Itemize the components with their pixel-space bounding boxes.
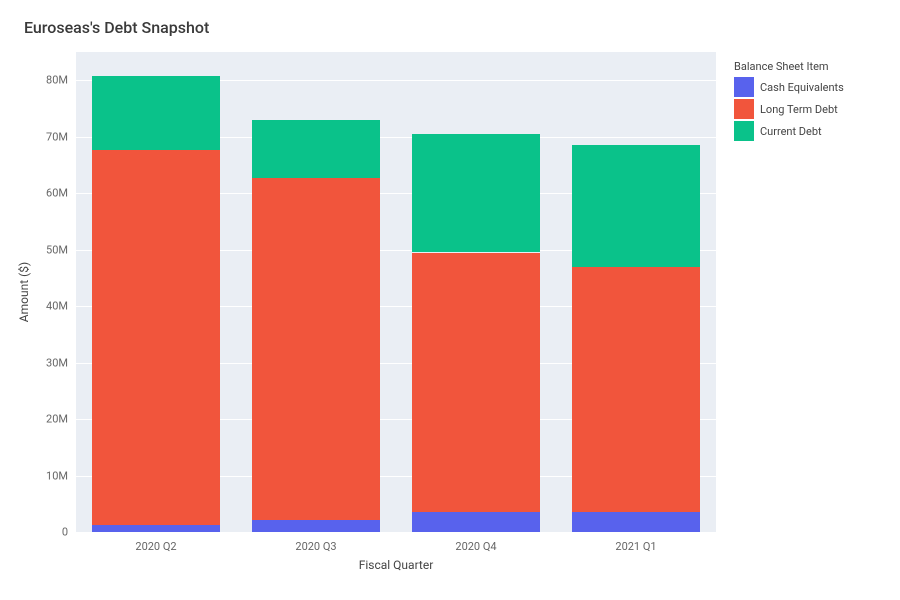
chart-title: Euroseas's Debt Snapshot bbox=[24, 18, 209, 37]
legend-item: Current Debt bbox=[734, 121, 844, 141]
bar-segment bbox=[412, 253, 540, 513]
legend-swatch bbox=[734, 77, 754, 97]
legend-label: Long Term Debt bbox=[760, 103, 838, 116]
gridline bbox=[76, 532, 716, 533]
bar-segment bbox=[572, 267, 700, 513]
bar-group bbox=[572, 52, 700, 532]
bar-segment bbox=[412, 134, 540, 253]
y-axis-label: Amount ($) bbox=[17, 262, 31, 322]
legend: Balance Sheet Item Cash Equivalents Long … bbox=[734, 60, 844, 143]
legend-label: Cash Equivalents bbox=[760, 81, 844, 94]
ytick-label: 80M bbox=[46, 74, 68, 87]
bar-group bbox=[252, 52, 380, 532]
bar-segment bbox=[92, 525, 220, 532]
x-axis-label: Fiscal Quarter bbox=[359, 558, 434, 572]
ytick-label: 60M bbox=[46, 187, 68, 200]
legend-title: Balance Sheet Item bbox=[734, 60, 844, 73]
ytick-label: 10M bbox=[46, 469, 68, 482]
legend-label: Current Debt bbox=[760, 125, 822, 138]
bar-segment bbox=[572, 145, 700, 266]
ytick-label: 70M bbox=[46, 130, 68, 143]
bar-segment bbox=[92, 150, 220, 526]
legend-item: Long Term Debt bbox=[734, 99, 844, 119]
ytick-label: 50M bbox=[46, 243, 68, 256]
xtick-label: 2020 Q4 bbox=[455, 540, 496, 553]
xtick-label: 2021 Q1 bbox=[615, 540, 656, 553]
ytick-label: 40M bbox=[46, 300, 68, 313]
plot-area: Amount ($) Fiscal Quarter 010M20M30M40M5… bbox=[76, 52, 716, 532]
bar-segment bbox=[252, 120, 380, 178]
legend-swatch bbox=[734, 121, 754, 141]
bar-segment bbox=[412, 512, 540, 532]
bar-segment bbox=[92, 76, 220, 149]
xtick-label: 2020 Q2 bbox=[135, 540, 176, 553]
ytick-label: 0 bbox=[62, 526, 68, 539]
bar-segment bbox=[252, 178, 380, 520]
legend-swatch bbox=[734, 99, 754, 119]
bar-segment bbox=[572, 512, 700, 532]
legend-item: Cash Equivalents bbox=[734, 77, 844, 97]
bar-group bbox=[92, 52, 220, 532]
bar-group bbox=[412, 52, 540, 532]
bar-segment bbox=[252, 520, 380, 532]
ytick-label: 20M bbox=[46, 413, 68, 426]
xtick-label: 2020 Q3 bbox=[295, 540, 336, 553]
ytick-label: 30M bbox=[46, 356, 68, 369]
